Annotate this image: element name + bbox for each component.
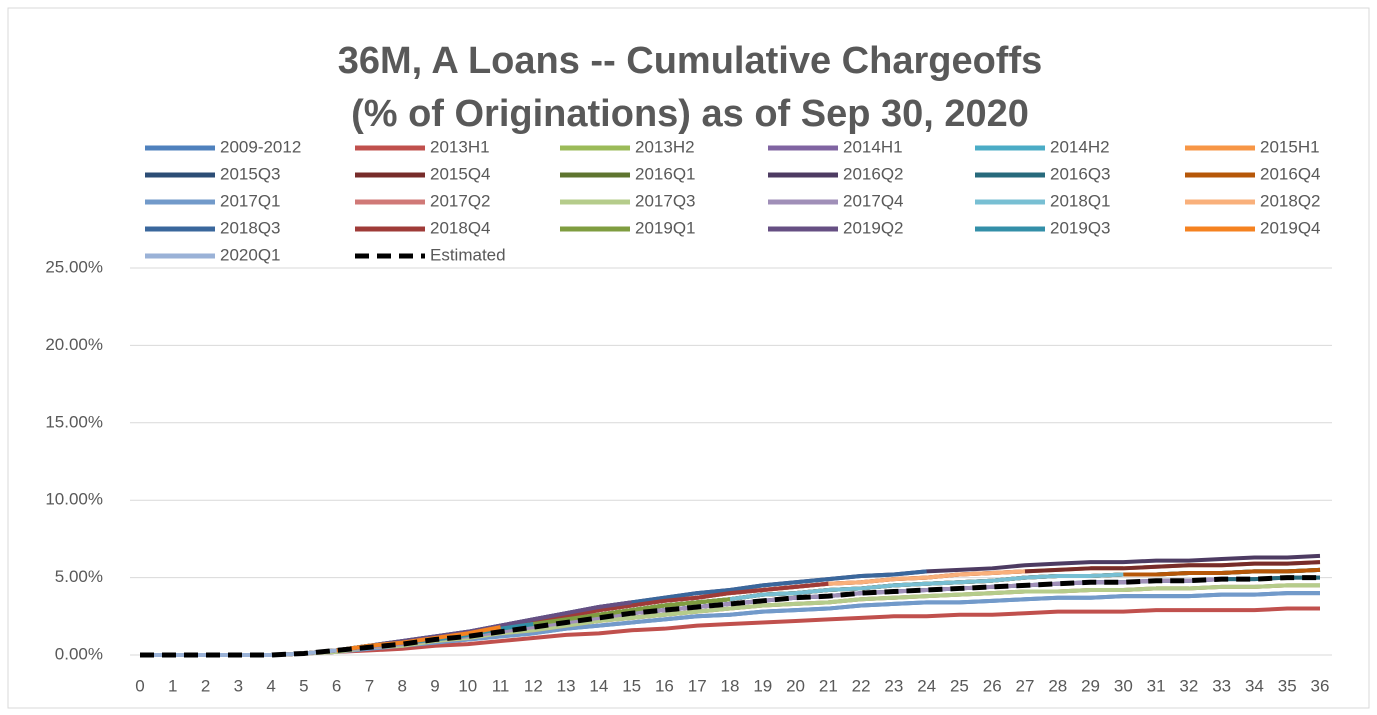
- x-tick-label: 5: [299, 676, 308, 695]
- x-tick-label: 35: [1278, 676, 1297, 695]
- y-tick-label: 20.00%: [45, 335, 103, 354]
- legend-label: 2016Q4: [1260, 164, 1321, 183]
- x-tick-label: 6: [332, 676, 341, 695]
- legend-label: 2014H1: [843, 137, 903, 156]
- x-tick-label: 19: [753, 676, 772, 695]
- y-tick-label: 10.00%: [45, 490, 103, 509]
- x-tick-label: 28: [1048, 676, 1067, 695]
- x-tick-label: 32: [1179, 676, 1198, 695]
- legend-label: 2019Q1: [635, 218, 696, 237]
- legend-label: 2020Q1: [220, 245, 281, 264]
- x-tick-label: 3: [234, 676, 243, 695]
- legend-label: 2014H2: [1050, 137, 1110, 156]
- x-tick-label: 1: [168, 676, 177, 695]
- legend-label: 2019Q3: [1050, 218, 1111, 237]
- legend-label: 2018Q3: [220, 218, 281, 237]
- x-tick-label: 31: [1147, 676, 1166, 695]
- legend-label: 2017Q3: [635, 191, 696, 210]
- x-tick-label: 14: [589, 676, 608, 695]
- legend-label: 2019Q4: [1260, 218, 1321, 237]
- chart-title: 36M, A Loans -- Cumulative Chargeoffs: [338, 40, 1043, 82]
- x-tick-label: 9: [430, 676, 439, 695]
- legend-label: 2018Q2: [1260, 191, 1321, 210]
- legend-label: 2018Q4: [430, 218, 491, 237]
- x-tick-label: 10: [458, 676, 477, 695]
- x-tick-label: 36: [1311, 676, 1330, 695]
- x-tick-label: 29: [1081, 676, 1100, 695]
- x-tick-label: 0: [135, 676, 144, 695]
- y-tick-label: 0.00%: [55, 644, 103, 663]
- x-tick-label: 24: [917, 676, 936, 695]
- legend-label: 2016Q1: [635, 164, 696, 183]
- legend-label: 2016Q2: [843, 164, 904, 183]
- legend-label: 2019Q2: [843, 218, 904, 237]
- x-tick-label: 34: [1245, 676, 1264, 695]
- chart-border: [7, 7, 1370, 709]
- legend-label: 2018Q1: [1050, 191, 1111, 210]
- x-tick-label: 26: [983, 676, 1002, 695]
- legend-label: 2016Q3: [1050, 164, 1111, 183]
- x-tick-label: 16: [655, 676, 674, 695]
- x-tick-label: 25: [950, 676, 969, 695]
- x-tick-label: 15: [622, 676, 641, 695]
- x-tick-label: 22: [852, 676, 871, 695]
- legend-label: 2015H1: [1260, 137, 1320, 156]
- legend-label: 2013H2: [635, 137, 695, 156]
- legend-label: 2015Q3: [220, 164, 281, 183]
- x-tick-label: 33: [1212, 676, 1231, 695]
- x-tick-label: 13: [557, 676, 576, 695]
- x-tick-label: 2: [201, 676, 210, 695]
- legend-label: 2017Q4: [843, 191, 904, 210]
- y-tick-label: 25.00%: [45, 257, 103, 276]
- x-tick-label: 17: [688, 676, 707, 695]
- legend-label: 2009-2012: [220, 137, 301, 156]
- legend-label: 2015Q4: [430, 164, 491, 183]
- y-tick-label: 15.00%: [45, 412, 103, 431]
- x-tick-label: 21: [819, 676, 838, 695]
- x-tick-label: 7: [365, 676, 374, 695]
- x-tick-label: 18: [721, 676, 740, 695]
- x-tick-label: 8: [397, 676, 406, 695]
- x-tick-label: 11: [492, 676, 510, 695]
- legend-label: 2017Q2: [430, 191, 491, 210]
- chart-title: (% of Originations) as of Sep 30, 2020: [351, 93, 1029, 135]
- legend-label: 2013H1: [430, 137, 490, 156]
- x-tick-label: 27: [1016, 676, 1035, 695]
- legend-label: 2017Q1: [220, 191, 281, 210]
- legend-label: Estimated: [430, 245, 506, 264]
- y-tick-label: 5.00%: [55, 567, 103, 586]
- x-tick-label: 20: [786, 676, 805, 695]
- x-tick-label: 12: [524, 676, 543, 695]
- x-tick-label: 23: [884, 676, 903, 695]
- x-tick-label: 4: [266, 676, 275, 695]
- x-tick-label: 30: [1114, 676, 1133, 695]
